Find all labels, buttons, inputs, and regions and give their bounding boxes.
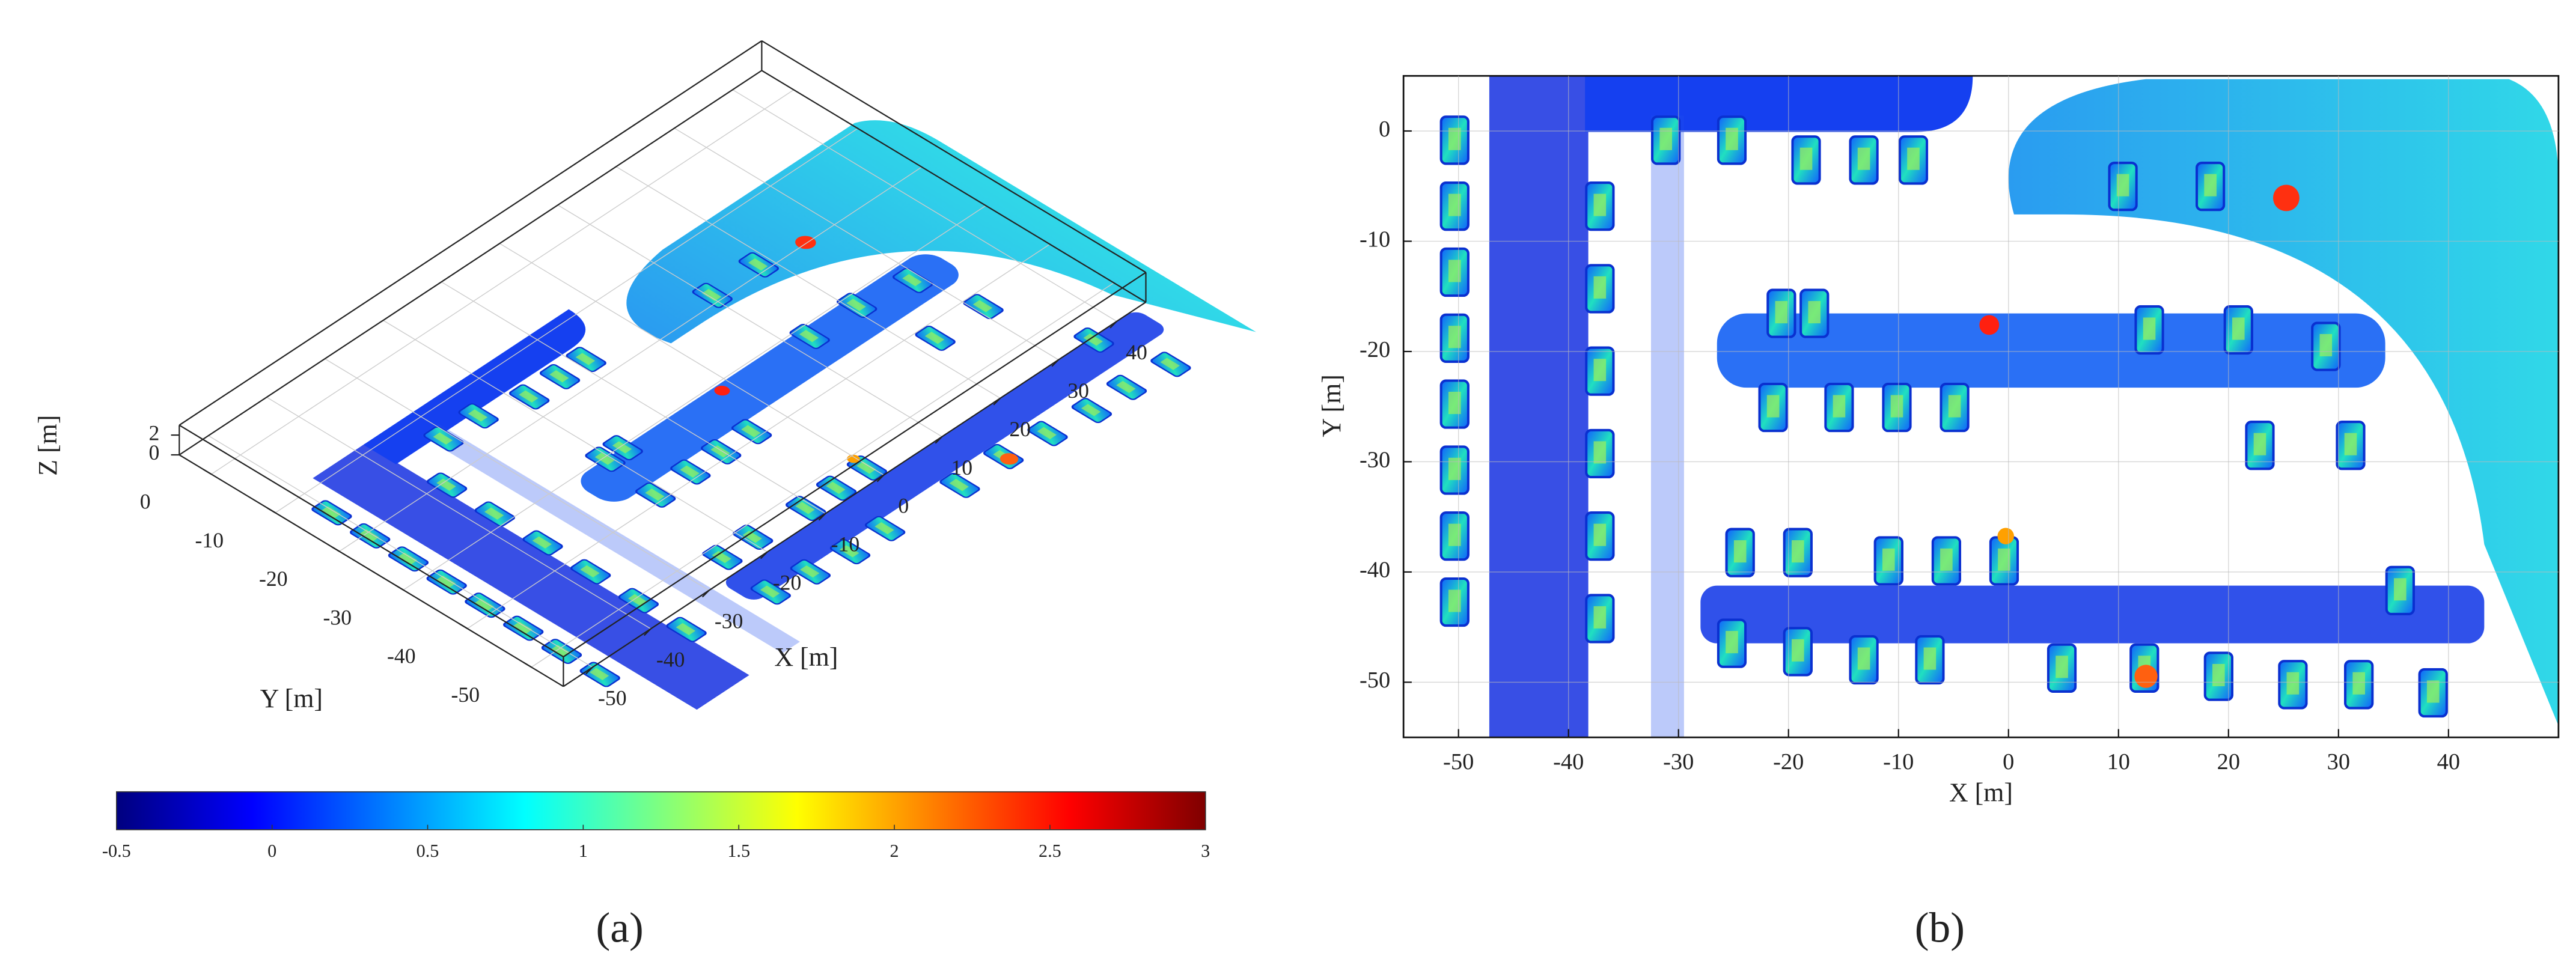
y-tick — [394, 584, 404, 591]
y-tick — [266, 507, 276, 514]
y-tick-label: -20 — [259, 567, 288, 591]
grid-line — [467, 243, 1051, 629]
y-tick-label: 0 — [1379, 117, 1390, 142]
x-tick — [876, 474, 885, 482]
box-edge — [563, 301, 1147, 687]
box-edge — [563, 272, 1147, 657]
x-tick-label: -30 — [1663, 749, 1694, 775]
grid-line — [557, 204, 942, 437]
y-tick — [203, 468, 212, 475]
x-axis-label: X [m] — [1949, 778, 2013, 807]
grid-line — [441, 281, 826, 514]
point-cloud-3d — [287, 105, 1266, 728]
x-axis-label: X [m] — [774, 642, 838, 672]
x-tick-label: 0 — [898, 494, 909, 518]
box-edge — [761, 70, 1147, 303]
x-tick — [585, 666, 593, 675]
x-tick — [993, 397, 1001, 406]
x-tick — [818, 513, 826, 521]
y-tick — [459, 623, 468, 630]
y-tick-label: 0 — [140, 490, 151, 514]
x-tick-label: -30 — [715, 609, 743, 633]
y-tick-label: -50 — [451, 683, 480, 707]
grid-line — [339, 166, 923, 552]
x-tick — [1109, 321, 1117, 329]
panel-b: X [m] Y [m] (b) -50 -40 -30 -20 -10 0 10 20 30 40… — [1317, 75, 2560, 951]
x-tick-label: 30 — [1067, 379, 1089, 403]
grid-line — [403, 205, 986, 591]
grid-line — [674, 127, 1059, 361]
x-tick-label: -50 — [1443, 749, 1474, 775]
x-tick — [644, 628, 652, 636]
colorbar-tick-label: 3 — [1201, 841, 1210, 861]
y-tick-label: -30 — [1360, 447, 1390, 472]
box-edge — [179, 40, 762, 426]
x-tick-label: -40 — [656, 648, 685, 672]
x-tick — [935, 436, 943, 444]
y-tick-label: -40 — [1360, 558, 1390, 583]
y-axis-label: Y [m] — [260, 684, 323, 713]
x-tick-label: 20 — [2217, 749, 2240, 775]
y-axis-label: Y [m] — [1317, 374, 1346, 437]
caption: (a) — [596, 904, 644, 951]
panel-a: Z [m] Y [m] X [m] (a) -50-40-30-20-10010… — [33, 40, 1210, 951]
point-cloud — [1441, 76, 2559, 738]
colorbar-tick-label: 1 — [579, 841, 588, 861]
y-tick — [331, 546, 340, 552]
z-tick-label: 0 — [149, 440, 160, 464]
colorbar-tick-label: 2 — [890, 841, 899, 861]
grid-line — [732, 89, 1117, 322]
y-tick-label: -30 — [323, 605, 352, 629]
x-tick-label: -50 — [598, 686, 627, 710]
grid-line — [531, 282, 1114, 668]
x-tick-label: 10 — [2107, 749, 2130, 775]
plot-frame — [1402, 75, 2560, 738]
y-tick — [522, 662, 532, 668]
x-tick-label: 0 — [2003, 749, 2014, 775]
x-tick-label: 40 — [2437, 749, 2460, 775]
x-tick-label: 10 — [951, 455, 972, 479]
grid-line — [383, 320, 768, 553]
colorbar-tick-label: 2.5 — [1039, 841, 1061, 861]
caption: (b) — [1915, 904, 1965, 951]
x-tick-label: 40 — [1126, 340, 1147, 364]
box-edge — [179, 454, 564, 687]
y-tick-label: -10 — [1360, 227, 1390, 252]
x-tick — [1051, 359, 1059, 367]
x-tick-label: -20 — [773, 571, 802, 595]
x-tick-label: -10 — [831, 532, 860, 556]
grid-line — [615, 166, 1001, 399]
y-tick-label: -50 — [1360, 668, 1390, 693]
y-tick-label: -10 — [195, 528, 224, 552]
colorbar-tick-label: -0.5 — [102, 841, 131, 861]
x-tick-label: 30 — [2327, 749, 2350, 775]
grid-line — [208, 435, 593, 668]
x-tick-label: -40 — [1553, 749, 1584, 775]
box-edge — [179, 424, 564, 657]
colorbar-tick-label: 0.5 — [417, 841, 439, 861]
x-tick-label: -10 — [1883, 749, 1914, 775]
x-tick — [701, 589, 710, 598]
y-tick-label: -40 — [387, 644, 416, 668]
x-tick-label: -20 — [1773, 749, 1804, 775]
x-tick-label: 20 — [1009, 417, 1031, 441]
colorbar — [116, 791, 1206, 830]
colorbar-tick-label: 1.5 — [727, 841, 750, 861]
grid-line — [266, 397, 652, 630]
z-tick-label: 2 — [149, 421, 160, 445]
z-axis-label: Z [m] — [33, 415, 63, 476]
box-edge — [179, 70, 762, 455]
grid-line — [211, 89, 795, 475]
colorbar-tick-label: 0 — [267, 841, 276, 861]
box-edge — [761, 40, 1147, 273]
y-tick-label: -20 — [1360, 337, 1390, 362]
x-tick — [760, 551, 768, 559]
grid-line — [275, 128, 858, 513]
grid-line — [499, 243, 884, 476]
grid-line — [325, 358, 710, 591]
